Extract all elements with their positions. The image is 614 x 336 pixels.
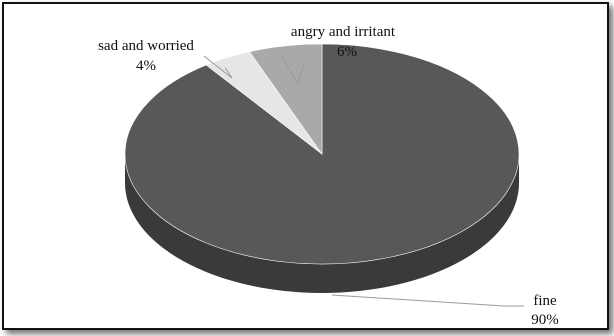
leader-lines (203, 55, 524, 307)
label-fine-pct: 90% (531, 312, 559, 328)
pie-sides (125, 154, 519, 293)
leader-line-sad-and-worried (203, 55, 233, 79)
label-sad-pct: 4% (136, 58, 156, 74)
pie-side-fine (125, 154, 519, 293)
leader-line-angry-and-irritant (281, 55, 305, 86)
label-fine-name: fine (533, 293, 557, 309)
leader-line-fine (331, 294, 524, 307)
label-angry-pct: 6% (337, 44, 357, 60)
pie-chart: angry and irritant 6% sad and worried 4%… (98, 24, 559, 328)
chart-frame: angry and irritant 6% sad and worried 4%… (2, 2, 609, 330)
label-angry-name: angry and irritant (291, 24, 396, 40)
pie-slice-fine (124, 43, 520, 265)
pie-slice-angry-and-irritant (248, 43, 323, 155)
label-sad-name: sad and worried (98, 38, 194, 54)
pie-tops (124, 43, 520, 265)
